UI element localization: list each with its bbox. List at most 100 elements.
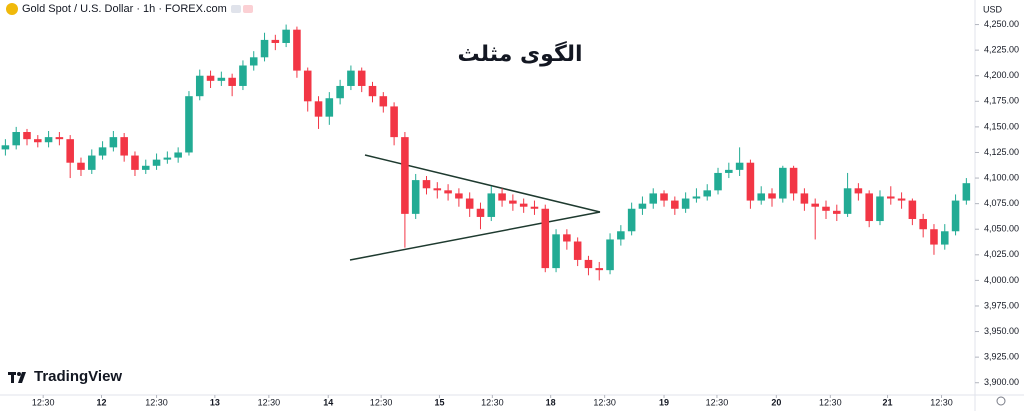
candle-body	[563, 234, 571, 242]
candle-body	[638, 203, 647, 209]
candle-body	[34, 139, 42, 143]
candle-body	[476, 208, 485, 217]
candle-body	[865, 193, 873, 222]
candle-body	[239, 65, 247, 86]
candle-body	[185, 96, 193, 153]
candle-body	[336, 85, 344, 99]
candle-body	[595, 268, 604, 271]
candle-body	[671, 200, 679, 209]
x-tick-label: 12:30	[819, 397, 842, 407]
y-tick-label: 4,250.00	[984, 19, 1019, 29]
candle-body	[962, 183, 971, 201]
candle-body	[552, 234, 560, 269]
candle-body	[649, 193, 658, 204]
x-tick-label: 12:30	[593, 397, 616, 407]
candle-body	[325, 98, 334, 117]
y-tick-label: 4,025.00	[984, 249, 1019, 259]
candle-body	[519, 203, 528, 207]
candle-body	[746, 162, 755, 201]
x-tick-label: 12:30	[145, 397, 168, 407]
candle-body	[757, 193, 765, 201]
candle-body	[530, 206, 539, 209]
candle-body	[714, 172, 722, 191]
trend-line	[349, 211, 601, 261]
candle-body	[876, 196, 884, 222]
candle-body	[822, 206, 830, 211]
candle-body	[800, 193, 809, 204]
candle-body	[390, 106, 398, 138]
symbol-title: Gold Spot / U.S. Dollar · 1h · FOREX.com	[22, 3, 227, 15]
candle-body	[681, 198, 690, 209]
candle-body	[498, 193, 506, 201]
candle-body	[627, 208, 636, 232]
unit-label: USD	[983, 4, 1003, 14]
candle-body	[692, 196, 701, 199]
x-tick-label: 12	[96, 397, 106, 407]
y-tick-label: 3,950.00	[984, 326, 1019, 336]
candle-body	[98, 147, 107, 156]
trend-line	[364, 154, 601, 213]
candle-body	[314, 101, 323, 117]
x-tick-label: 12:30	[370, 397, 393, 407]
candle-body	[131, 155, 139, 170]
candle-body	[217, 77, 226, 81]
candle-body	[1, 145, 10, 150]
y-tick-label: 4,125.00	[984, 147, 1019, 157]
candle-body	[44, 137, 53, 143]
x-tick-label: 12:30	[32, 397, 55, 407]
candle-body	[703, 190, 712, 197]
candle-body	[606, 239, 614, 271]
status-icons	[230, 5, 253, 13]
candle-body	[77, 162, 85, 170]
candle-body	[282, 29, 290, 43]
candle-body	[303, 70, 312, 102]
candle-body	[66, 139, 74, 163]
x-tick-label: 12:30	[706, 397, 729, 407]
y-tick-label: 4,075.00	[984, 198, 1019, 208]
candle-body	[55, 137, 64, 140]
candle-body	[271, 39, 280, 43]
logo-icon	[8, 371, 26, 383]
candle-body	[141, 165, 150, 170]
candle-body	[768, 193, 776, 199]
x-tick-label: 12:30	[258, 397, 281, 407]
y-tick-label: 4,175.00	[984, 96, 1019, 106]
candle-body	[152, 159, 161, 166]
candle-body	[509, 200, 517, 204]
candle-body	[843, 188, 852, 214]
candle-body	[260, 39, 269, 58]
candle-body	[347, 70, 355, 86]
candle-body	[887, 196, 895, 199]
candle-body	[940, 231, 949, 245]
candle-body	[379, 96, 388, 107]
x-tick-label: 21	[883, 397, 893, 407]
brand-name: TradingView	[34, 368, 123, 385]
gold-icon	[6, 3, 18, 15]
candle-body	[422, 180, 431, 189]
candle-body	[444, 190, 452, 194]
x-tick-label: 13	[210, 397, 220, 407]
annotation: الگوی مثلث	[457, 40, 582, 67]
candle-body	[930, 229, 938, 245]
candle-body	[357, 70, 366, 86]
y-tick-label: 4,050.00	[984, 224, 1019, 234]
x-tick-label: 15	[434, 397, 444, 407]
y-tick-label: 4,225.00	[984, 45, 1019, 55]
y-tick-label: 3,925.00	[984, 352, 1019, 362]
candle-body	[228, 77, 236, 86]
branding: TradingView	[8, 368, 122, 385]
candle-body	[735, 162, 744, 170]
candle-body	[789, 167, 798, 194]
candle-body	[573, 241, 582, 260]
candle-body	[293, 29, 301, 71]
candle-body	[919, 218, 927, 230]
candle-body	[163, 157, 172, 160]
candle-body	[779, 167, 787, 199]
candle-body	[951, 200, 960, 232]
settings-icon[interactable]	[996, 396, 1006, 406]
candle-body	[541, 208, 550, 269]
y-tick-label: 4,200.00	[984, 70, 1019, 80]
y-tick-label: 4,150.00	[984, 121, 1019, 131]
